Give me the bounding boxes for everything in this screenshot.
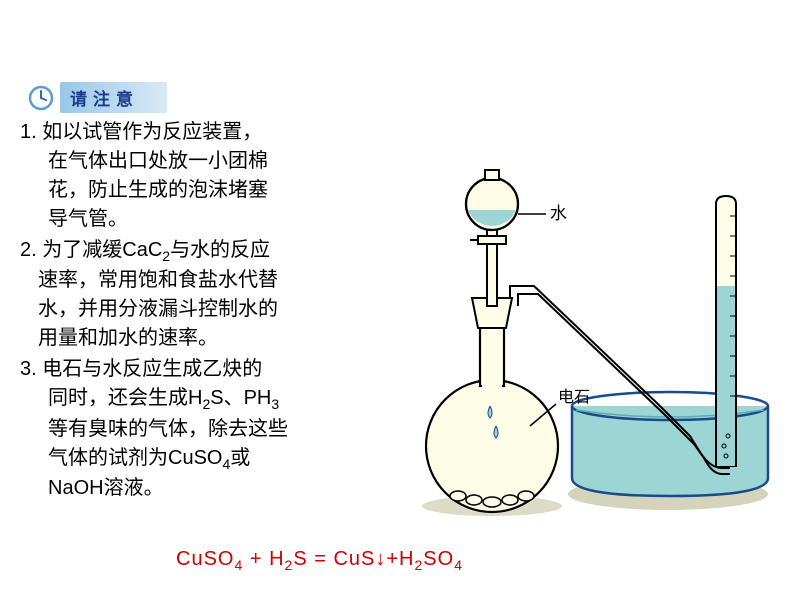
item-text: 用量和加水的速率。 bbox=[20, 324, 396, 353]
notes-content: 1. 如以试管作为反应装置， 在气体出口处放一小团棉 花，防止生成的泡沫堵塞 导… bbox=[20, 118, 396, 505]
note-item-3: 3. 电石与水反应生成乙炔的 同时，还会生成H2S、PH3 等有臭味的气体，除去… bbox=[20, 355, 396, 503]
item-text: 等有臭味的气体，除去这些 bbox=[20, 415, 396, 444]
round-flask bbox=[422, 306, 562, 516]
item-text: 为了减缓CaC2与水的反应 bbox=[42, 239, 270, 261]
item-text: 气体的试剂为CuSO4或 bbox=[20, 444, 396, 474]
apparatus-diagram: 水 电石 bbox=[400, 156, 778, 532]
item-text: 如以试管作为反应装置， bbox=[42, 121, 262, 143]
attention-header: 请注意 bbox=[28, 82, 167, 113]
item-text: 导气管。 bbox=[20, 205, 396, 234]
item-text: 同时，还会生成H2S、PH3 bbox=[20, 384, 396, 414]
note-item-1: 1. 如以试管作为反应装置， 在气体出口处放一小团棉 花，防止生成的泡沫堵塞 导… bbox=[20, 118, 396, 234]
collection-tube bbox=[716, 196, 736, 466]
item-text: NaOH溶液。 bbox=[20, 474, 396, 503]
item-number: 1. bbox=[20, 121, 37, 143]
item-text: 在气体出口处放一小团棉 bbox=[20, 147, 396, 176]
label-carbide: 电石 bbox=[558, 388, 590, 406]
note-item-2: 2. 为了减缓CaC2与水的反应 速率，常用饱和食盐水代替 水，并用分液漏斗控制… bbox=[20, 236, 396, 353]
item-text: 花，防止生成的泡沫堵塞 bbox=[20, 176, 396, 205]
label-water: 水 bbox=[550, 204, 567, 223]
item-number: 2. bbox=[20, 239, 37, 261]
clock-icon bbox=[28, 85, 54, 111]
item-text: 电石与水反应生成乙炔的 bbox=[42, 358, 262, 380]
item-number: 3. bbox=[20, 358, 37, 380]
attention-label: 请注意 bbox=[60, 82, 167, 113]
item-text: 水，并用分液漏斗控制水的 bbox=[20, 295, 396, 324]
chemical-equation: CuSO4 + H2S = CuS↓+H2SO4 bbox=[176, 548, 463, 573]
water-tank bbox=[568, 392, 768, 510]
item-text: 速率，常用饱和食盐水代替 bbox=[20, 266, 396, 295]
